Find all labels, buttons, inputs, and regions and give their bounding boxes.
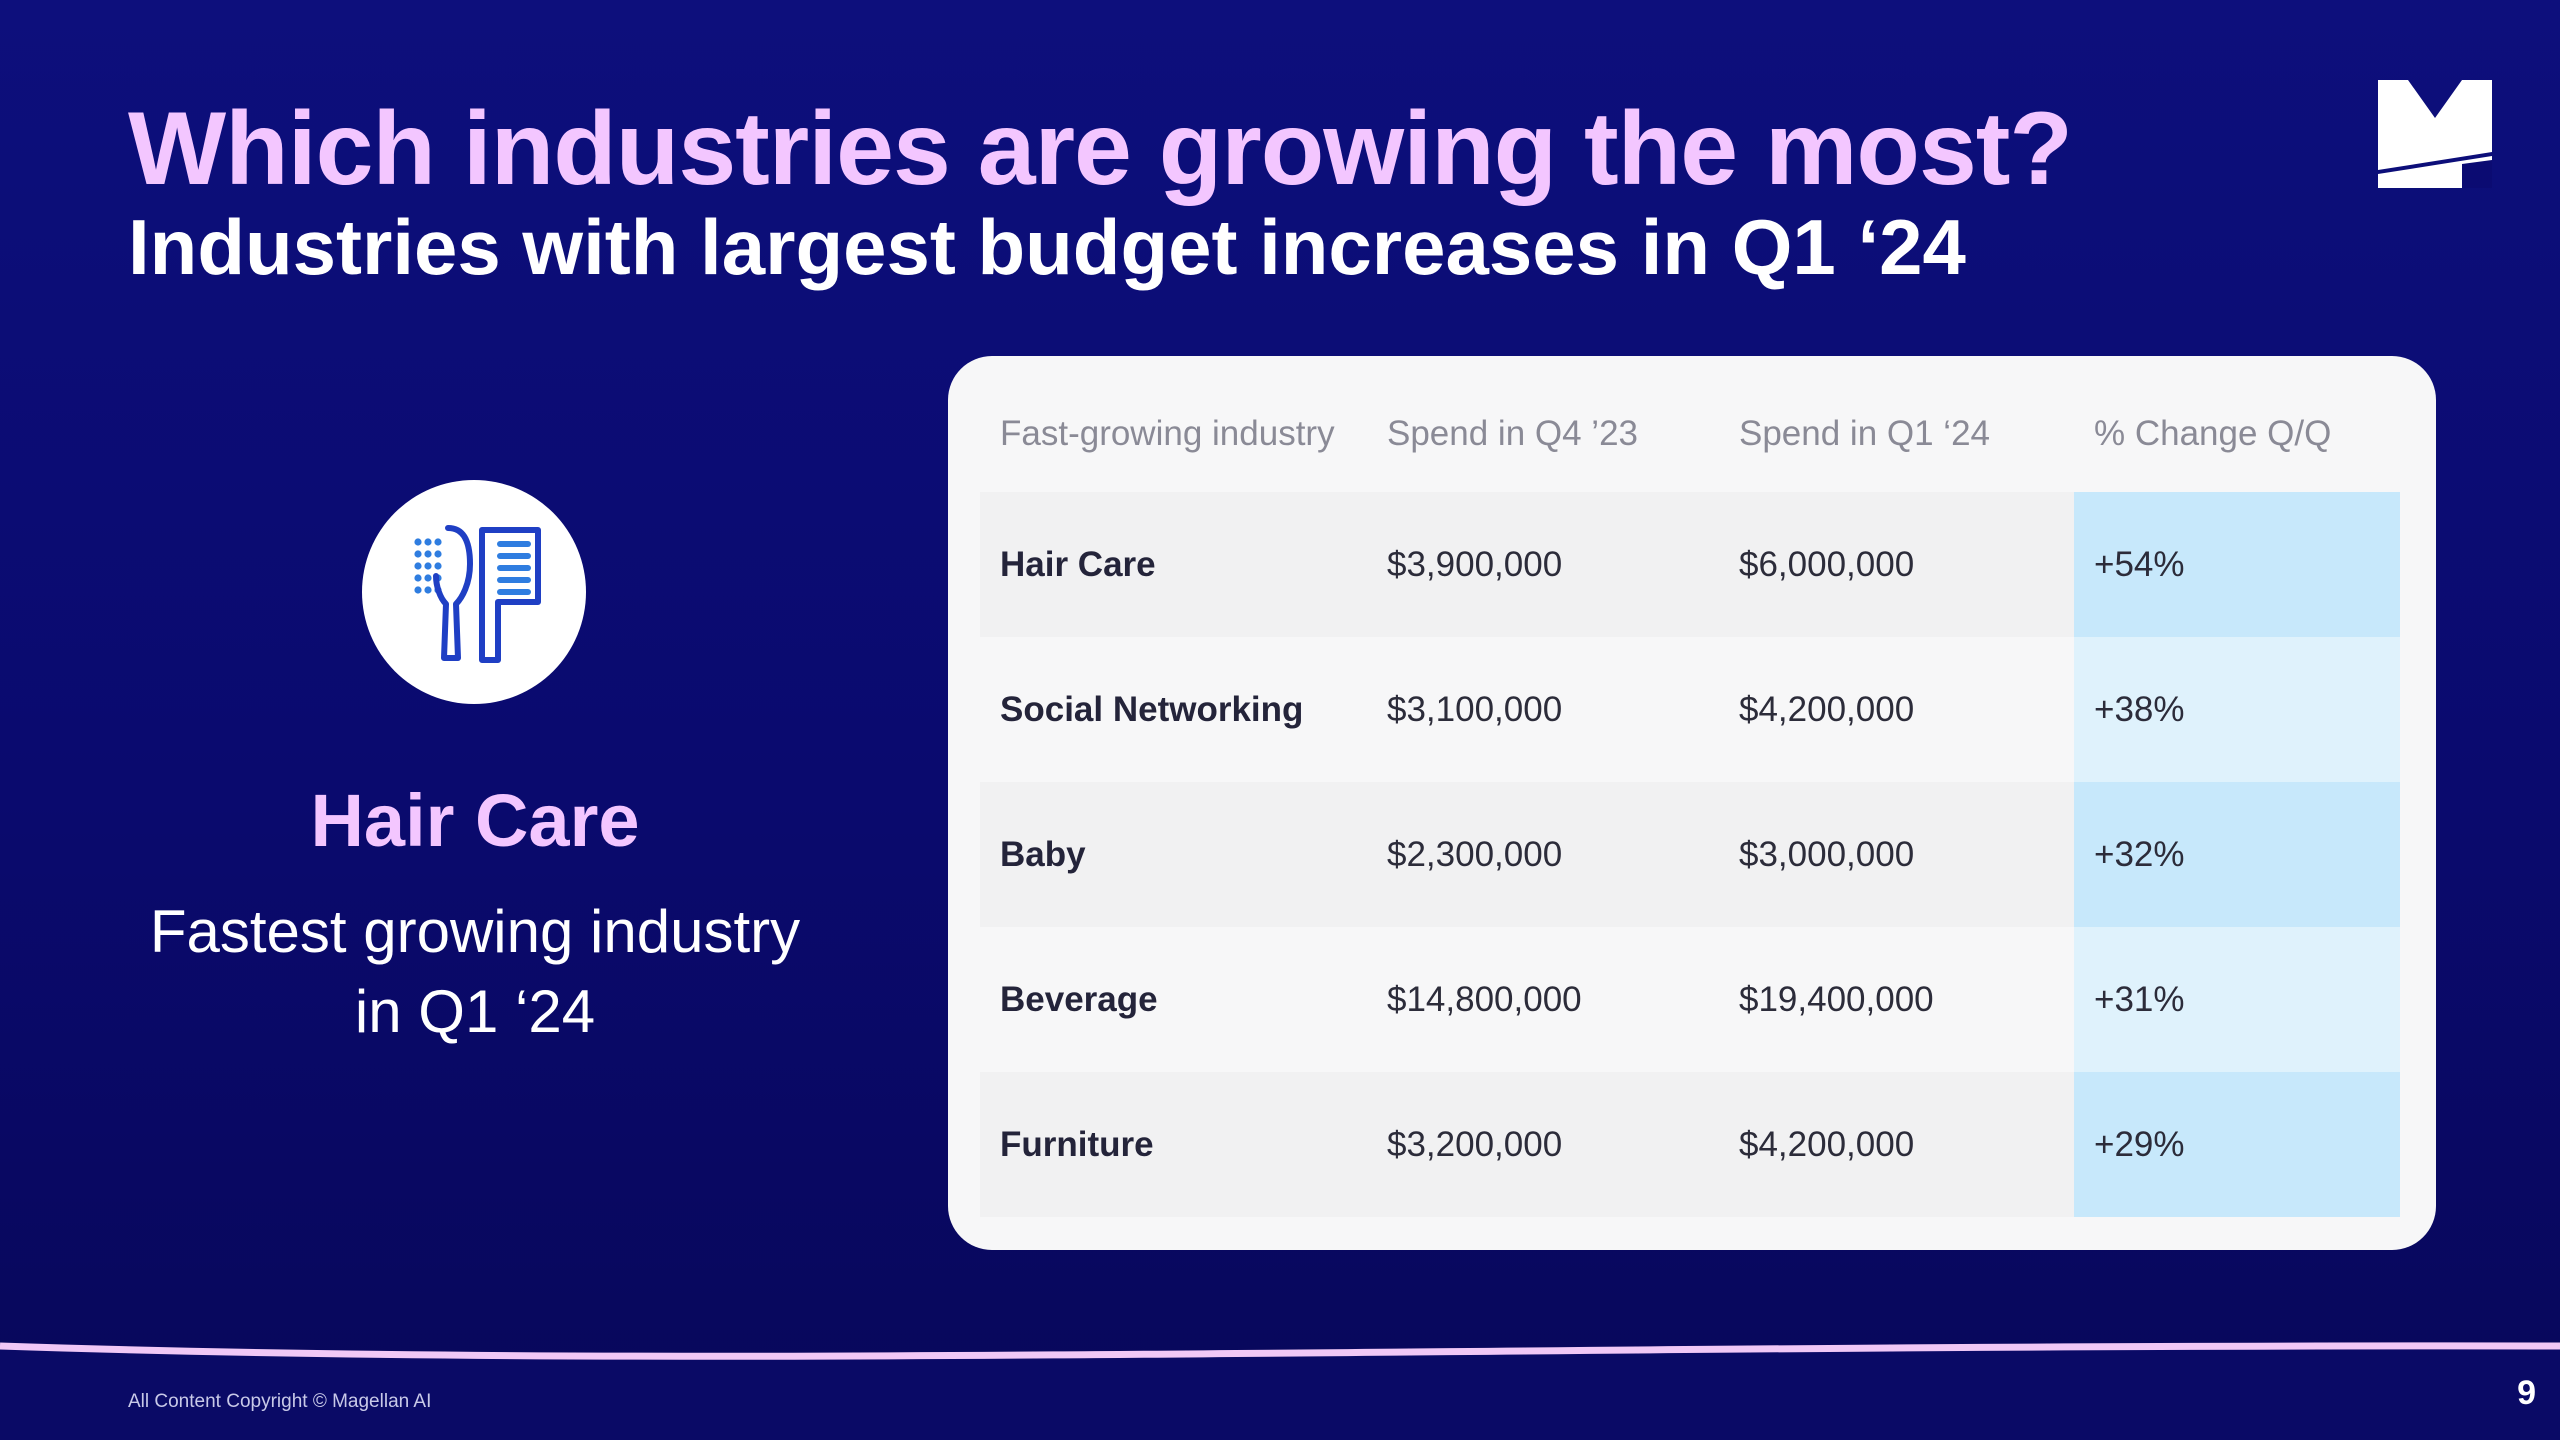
table-row: Social Networking $3,100,000 $4,200,000 … xyxy=(980,637,2400,782)
column-header-industry: Fast-growing industry xyxy=(1000,414,1335,453)
table-row: Beverage $14,800,000 $19,400,000 +31% xyxy=(980,927,2400,1072)
hair-care-brush-comb-icon xyxy=(414,525,541,663)
change-cell: +38% xyxy=(2074,637,2400,782)
column-header-spend-q1: Spend in Q1 ‘24 xyxy=(1739,414,1991,453)
spend-q4-cell: $14,800,000 xyxy=(1387,980,1582,1019)
spend-q1-cell: $6,000,000 xyxy=(1739,545,1915,584)
magellan-logo xyxy=(2378,80,2492,188)
industry-cell: Furniture xyxy=(1000,1125,1154,1164)
featured-industry-title: Hair Care xyxy=(310,779,640,862)
page-number: 9 xyxy=(2517,1374,2536,1412)
table-row: Baby $2,300,000 $3,000,000 +32% xyxy=(980,782,2400,927)
spend-q4-cell: $3,100,000 xyxy=(1387,690,1563,729)
column-header-change: % Change Q/Q xyxy=(2094,414,2332,453)
hair-care-icon-badge xyxy=(362,480,586,704)
change-cell: +54% xyxy=(2074,492,2400,637)
table-row: Hair Care $3,900,000 $6,000,000 +54% xyxy=(980,492,2400,637)
footer-wave-decoration xyxy=(0,1342,2560,1440)
industry-spend-table-card: Fast-growing industry Spend in Q4 ’23 Sp… xyxy=(948,356,2436,1250)
spend-q4-cell: $2,300,000 xyxy=(1387,835,1563,874)
page-subtitle: Industries with largest budget increases… xyxy=(128,203,1966,291)
change-cell: +32% xyxy=(2074,782,2400,927)
table-body: Hair Care $3,900,000 $6,000,000 +54% Soc… xyxy=(980,492,2400,1217)
copyright-notice: All Content Copyright © Magellan AI xyxy=(128,1391,432,1412)
spend-q4-cell: $3,200,000 xyxy=(1387,1125,1563,1164)
table-header: Fast-growing industry Spend in Q4 ’23 Sp… xyxy=(980,356,2400,492)
industry-cell: Social Networking xyxy=(1000,690,1304,729)
column-header-spend-q4: Spend in Q4 ’23 xyxy=(1387,414,1639,453)
spend-q1-cell: $19,400,000 xyxy=(1739,980,1934,1019)
industry-cell: Baby xyxy=(1000,835,1086,874)
change-cell: +31% xyxy=(2074,927,2400,1072)
spend-q1-cell: $4,200,000 xyxy=(1739,690,1915,729)
change-cell: +29% xyxy=(2074,1072,2400,1217)
spend-q1-cell: $3,000,000 xyxy=(1739,835,1915,874)
table-row: Furniture $3,200,000 $4,200,000 +29% xyxy=(980,1072,2400,1217)
page-title: Which industries are growing the most? xyxy=(128,91,2073,207)
featured-industry-description: Fastest growing industry in Q1 ‘24 xyxy=(149,898,801,1045)
industry-cell: Beverage xyxy=(1000,980,1158,1019)
spend-q4-cell: $3,900,000 xyxy=(1387,545,1563,584)
spend-q1-cell: $4,200,000 xyxy=(1739,1125,1915,1164)
industry-cell: Hair Care xyxy=(1000,545,1156,584)
